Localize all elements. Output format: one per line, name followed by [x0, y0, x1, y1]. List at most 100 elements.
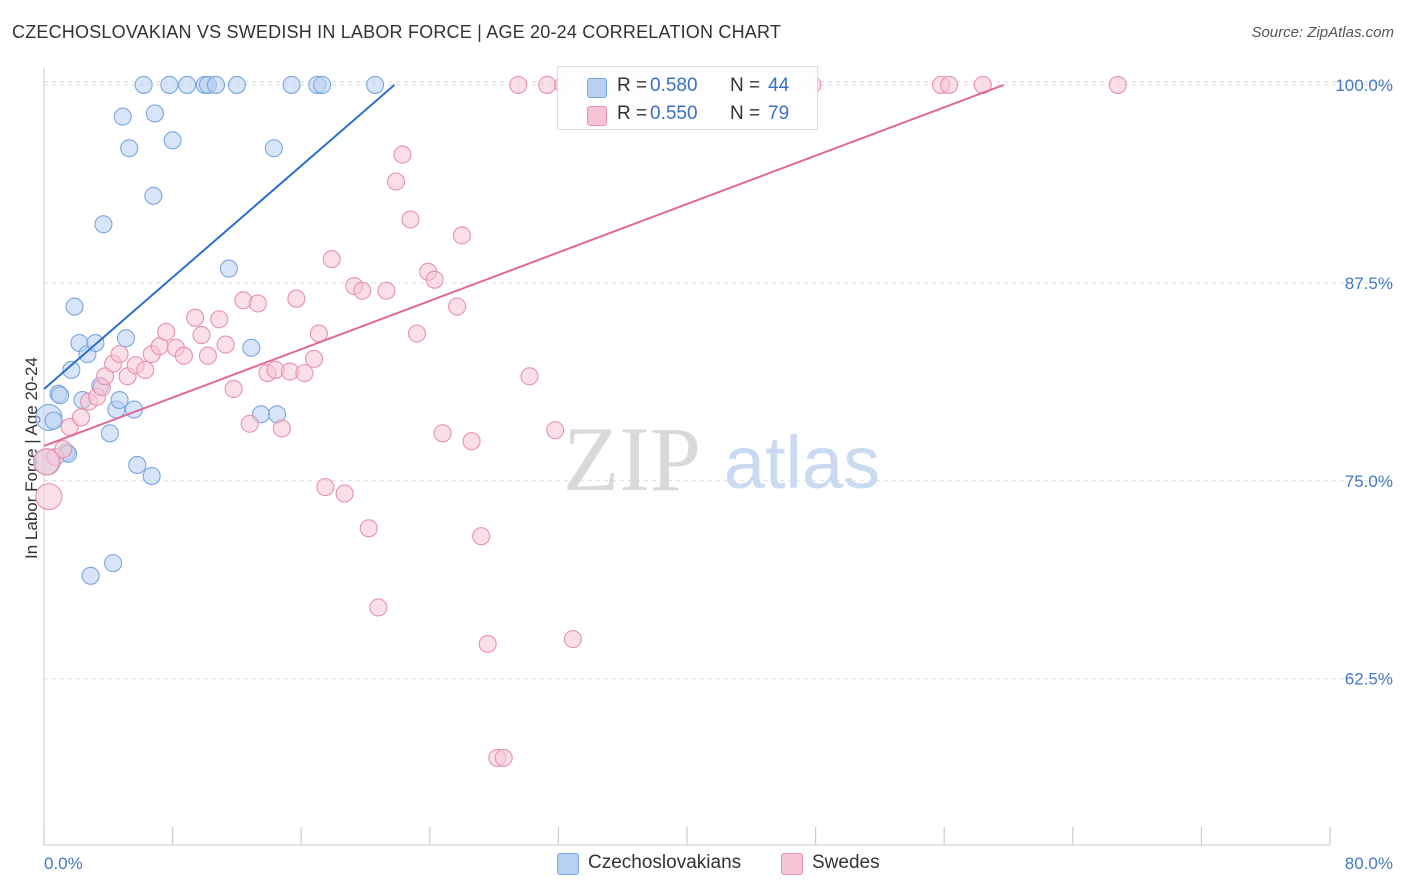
- legend-n-label: N =: [730, 75, 761, 96]
- point-czechoslovakians: [264, 139, 283, 158]
- point-swedes: [462, 432, 481, 451]
- legend-n-value: 79: [768, 103, 790, 124]
- point-swedes: [305, 349, 324, 368]
- legend-row-czechoslovakians: R = 0.580 N = 44: [558, 72, 817, 100]
- point-swedes: [174, 346, 193, 365]
- point-czechoslovakians: [144, 186, 163, 205]
- point-swedes: [393, 145, 412, 164]
- point-swedes: [216, 335, 235, 354]
- point-swedes: [369, 598, 388, 617]
- point-swedes: [240, 414, 259, 433]
- correlation-legend: R = 0.580 N = 44 R = 0.550 N = 79: [557, 66, 818, 130]
- point-swedes: [192, 326, 211, 345]
- grid-layer: [44, 81, 1390, 680]
- y-tick-label: 87.5%: [1345, 274, 1393, 293]
- point-czechoslovakians: [100, 424, 119, 443]
- point-swedes: [248, 294, 267, 313]
- point-czechoslovakians: [128, 455, 147, 475]
- trendline-swedes: [43, 83, 1005, 447]
- point-swedes: [939, 75, 959, 94]
- point-swedes: [110, 345, 129, 364]
- point-czechoslovakians: [227, 75, 246, 94]
- chart-source: Source: ZipAtlas.com: [1251, 24, 1394, 41]
- point-czechoslovakians: [116, 329, 136, 348]
- series-swatch-pink: [781, 853, 803, 875]
- point-swedes: [35, 483, 63, 511]
- point-czechoslovakians: [206, 75, 226, 94]
- point-swedes: [136, 360, 155, 379]
- points-layer: [32, 75, 1127, 767]
- point-swedes: [316, 478, 335, 497]
- point-swedes: [563, 630, 582, 649]
- point-swedes: [224, 379, 243, 399]
- point-czechoslovakians: [62, 360, 81, 379]
- point-swedes: [386, 172, 406, 191]
- trend-layer: [43, 83, 1005, 447]
- point-swedes: [425, 270, 444, 289]
- watermark-atlas: atlas: [724, 421, 880, 504]
- point-swedes: [377, 281, 396, 300]
- point-swedes: [478, 634, 497, 653]
- watermark: ZIP atlas: [563, 408, 880, 510]
- legend-r-label: R =: [617, 75, 648, 96]
- legend-r-label: R =: [617, 103, 648, 124]
- tick-labels: 62.5% 75.0% 87.5% 100.0% 0.0% 80.0%: [44, 76, 1393, 873]
- point-czechoslovakians: [113, 107, 132, 126]
- point-czechoslovakians: [178, 75, 197, 94]
- point-czechoslovakians: [282, 75, 301, 94]
- point-czechoslovakians: [94, 215, 113, 234]
- point-swedes: [407, 324, 426, 343]
- series-legend-label: Czechoslovakians: [588, 852, 742, 873]
- point-czechoslovakians: [142, 466, 161, 486]
- legend-row-swedes: R = 0.550 N = 79: [558, 100, 817, 128]
- point-swedes: [433, 424, 452, 443]
- point-czechoslovakians: [44, 411, 63, 430]
- chart-title: CZECHOSLOVAKIAN VS SWEDISH IN LABOR FORC…: [12, 22, 782, 42]
- trendline-czechoslovakians: [43, 84, 396, 390]
- point-swedes: [186, 308, 205, 327]
- point-czechoslovakians: [81, 566, 100, 585]
- point-swedes: [448, 297, 467, 316]
- legend-n-value: 44: [768, 75, 790, 96]
- point-czechoslovakians: [120, 139, 139, 158]
- point-swedes: [353, 281, 372, 300]
- watermark-zip: ZIP: [563, 408, 701, 510]
- point-czechoslovakians: [313, 75, 332, 94]
- point-czechoslovakians: [110, 390, 129, 410]
- point-czechoslovakians: [219, 259, 238, 278]
- point-swedes: [32, 448, 60, 476]
- point-swedes: [520, 367, 539, 386]
- point-swedes: [210, 310, 229, 329]
- point-swedes: [71, 408, 91, 427]
- point-swedes: [96, 367, 115, 386]
- point-czechoslovakians: [65, 297, 84, 316]
- point-czechoslovakians: [242, 338, 261, 357]
- legend-swatch-blue: [587, 78, 607, 98]
- x-tick-label-min: 0.0%: [44, 854, 83, 873]
- point-swedes: [494, 748, 513, 767]
- point-swedes: [472, 527, 491, 546]
- point-swedes: [509, 75, 528, 94]
- x-tick-label-max: 80.0%: [1345, 854, 1393, 873]
- series-legend-label: Swedes: [812, 852, 880, 873]
- point-swedes: [54, 440, 73, 459]
- series-swatch-blue: [557, 853, 579, 875]
- legend-r-value: 0.550: [650, 103, 698, 124]
- point-czechoslovakians: [366, 75, 385, 94]
- point-czechoslovakians: [104, 554, 123, 573]
- point-swedes: [538, 75, 557, 94]
- point-swedes: [295, 364, 314, 383]
- legend-n-label: N =: [730, 103, 761, 124]
- y-tick-label: 75.0%: [1345, 472, 1393, 491]
- point-swedes: [287, 289, 306, 308]
- point-swedes: [157, 322, 176, 341]
- point-swedes: [198, 346, 218, 365]
- y-tick-label: 100.0%: [1335, 76, 1393, 95]
- point-czechoslovakians: [134, 75, 153, 94]
- legend-swatch-pink: [587, 106, 607, 126]
- point-czechoslovakians: [163, 131, 182, 150]
- point-swedes: [1108, 75, 1127, 94]
- point-swedes: [401, 210, 420, 229]
- point-swedes: [452, 226, 472, 245]
